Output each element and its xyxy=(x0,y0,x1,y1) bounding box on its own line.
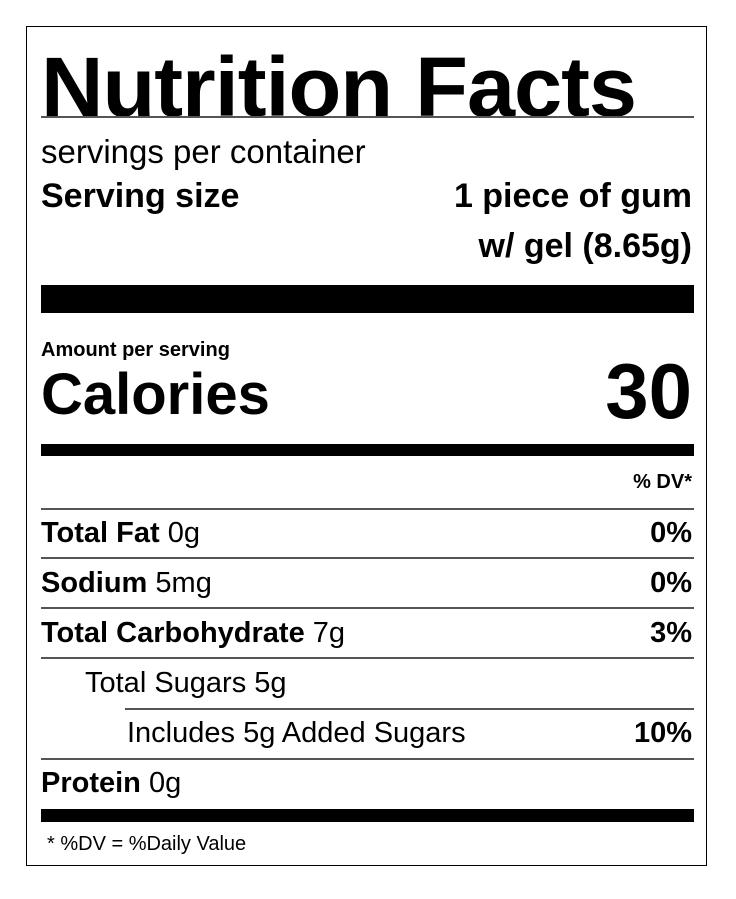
nutrient-row-protein: Protein 0g xyxy=(41,765,694,801)
serving-size-label: Serving size xyxy=(41,177,240,215)
divider xyxy=(41,557,694,559)
nutrient-dv: 0% xyxy=(650,517,692,549)
nutrient-name: Includes 5g Added Sugars xyxy=(127,717,466,749)
divider xyxy=(41,508,694,510)
serving-size-value-cont: w/ gel (8.65g) xyxy=(478,227,693,265)
divider xyxy=(125,708,694,710)
nutrient-row-total-carbohydrate: Total Carbohydrate 7g 3% xyxy=(41,615,694,651)
label-title: Nutrition Facts xyxy=(41,40,637,134)
nutrient-name: Sodium xyxy=(41,567,148,599)
serving-size-value: 1 piece of gum xyxy=(453,177,692,215)
nutrient-amount: 7g xyxy=(312,617,346,649)
amount-per-serving: Amount per serving xyxy=(41,339,230,361)
calories-label: Calories xyxy=(41,362,270,427)
nutrition-facts-label: Nutrition Facts servings per container S… xyxy=(26,26,707,866)
nutrient-dv: 3% xyxy=(650,617,692,649)
footnote: * %DV = %Daily Value xyxy=(47,833,247,855)
nutrient-name: Total Carbohydrate xyxy=(41,617,305,649)
nutrient-name: Total Sugars 5g xyxy=(85,667,287,699)
medium-divider xyxy=(41,809,694,822)
nutrient-amount: 0g xyxy=(148,767,182,799)
dv-header: % DV* xyxy=(633,471,692,493)
nutrient-row-added-sugars: Includes 5g Added Sugars 10% xyxy=(41,715,694,751)
nutrient-dv: 0% xyxy=(650,567,692,599)
nutrient-row-sodium: Sodium 5mg 0% xyxy=(41,565,694,601)
nutrient-amount: 5mg xyxy=(155,567,212,599)
nutrient-name: Protein xyxy=(41,767,141,799)
medium-divider xyxy=(41,444,694,456)
nutrient-name: Total Fat xyxy=(41,517,160,549)
divider xyxy=(41,657,694,659)
divider xyxy=(41,116,694,118)
servings-per-container: servings per container xyxy=(41,133,366,170)
divider xyxy=(41,758,694,760)
thick-divider xyxy=(41,285,694,313)
nutrient-row-total-sugars: Total Sugars 5g xyxy=(41,665,694,701)
divider xyxy=(41,607,694,609)
nutrient-row-total-fat: Total Fat 0g 0% xyxy=(41,515,694,551)
nutrient-amount: 0g xyxy=(167,517,201,549)
nutrient-dv: 10% xyxy=(633,717,692,749)
calories-value: 30 xyxy=(605,347,692,435)
